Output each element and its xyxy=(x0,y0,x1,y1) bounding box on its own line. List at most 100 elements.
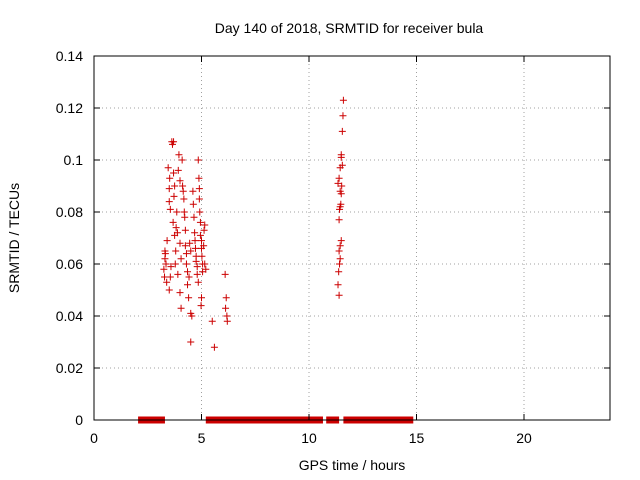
data-point xyxy=(189,187,197,195)
data-point xyxy=(173,229,181,237)
data-point xyxy=(176,289,184,297)
data-point xyxy=(181,213,189,221)
data-point xyxy=(194,278,202,286)
data-point xyxy=(335,216,343,224)
data-point xyxy=(191,229,199,237)
data-point xyxy=(181,242,189,250)
data-point xyxy=(188,312,196,320)
data-point xyxy=(184,281,192,289)
y-tick-label: 0.04 xyxy=(56,308,83,324)
data-point xyxy=(177,255,185,263)
data-point xyxy=(338,182,346,190)
data-point xyxy=(166,273,174,281)
data-point xyxy=(195,174,203,182)
y-tick-label: 0.02 xyxy=(56,360,83,376)
data-point xyxy=(162,260,170,268)
data-point xyxy=(197,302,205,310)
data-point xyxy=(334,281,342,289)
data-point xyxy=(223,317,231,325)
data-point xyxy=(160,265,168,273)
data-point xyxy=(167,263,175,271)
data-point xyxy=(335,247,343,255)
data-point xyxy=(201,221,209,229)
data-point xyxy=(186,239,194,247)
data-point xyxy=(196,218,204,226)
data-point xyxy=(176,239,184,247)
data-point xyxy=(171,182,179,190)
data-point xyxy=(192,257,200,265)
data-point xyxy=(334,179,342,187)
data-point xyxy=(201,260,209,268)
y-tick-label: 0.14 xyxy=(56,48,83,64)
data-point xyxy=(337,200,345,208)
data-point xyxy=(174,166,182,174)
data-point xyxy=(169,218,177,226)
x-tick-label: 20 xyxy=(516,430,532,446)
data-point xyxy=(189,200,197,208)
y-tick-label: 0 xyxy=(75,412,83,428)
data-point xyxy=(185,273,193,281)
data-point xyxy=(336,242,344,250)
data-point xyxy=(339,96,347,104)
data-point xyxy=(338,161,346,169)
x-tick-label: 0 xyxy=(90,430,98,446)
data-point xyxy=(191,244,199,252)
data-point xyxy=(336,255,344,263)
data-point xyxy=(195,185,203,193)
x-tick-label: 15 xyxy=(409,430,425,446)
data-point xyxy=(339,112,347,120)
data-point xyxy=(170,169,178,177)
data-point xyxy=(336,187,344,195)
data-point xyxy=(185,294,193,302)
data-point xyxy=(172,224,180,232)
data-point xyxy=(180,195,188,203)
data-point xyxy=(173,208,181,216)
y-tick-label: 0.12 xyxy=(56,100,83,116)
data-point xyxy=(210,343,218,351)
data-point xyxy=(208,317,216,325)
data-point xyxy=(187,247,195,255)
data-point xyxy=(193,263,201,271)
x-tick-label: 10 xyxy=(301,430,317,446)
data-point xyxy=(177,304,185,312)
data-point xyxy=(164,164,172,172)
grid xyxy=(94,56,610,420)
data-point xyxy=(335,291,343,299)
data-point xyxy=(165,286,173,294)
data-point xyxy=(190,213,198,221)
data-points xyxy=(160,96,347,351)
data-point xyxy=(222,304,230,312)
data-point xyxy=(176,177,184,185)
x-tick-label: 5 xyxy=(198,430,206,446)
x-axis-label: GPS time / hours xyxy=(299,457,406,473)
data-point xyxy=(198,294,205,302)
data-point xyxy=(161,247,169,255)
y-tick-label: 0.06 xyxy=(56,256,83,272)
data-point xyxy=(198,237,205,245)
data-point xyxy=(202,265,210,273)
data-point xyxy=(338,127,346,135)
data-point xyxy=(179,182,187,190)
data-point xyxy=(184,268,192,276)
data-point xyxy=(174,270,182,278)
data-point xyxy=(165,185,173,193)
data-point xyxy=(335,268,343,276)
data-point xyxy=(182,250,190,258)
data-point xyxy=(187,338,195,346)
y-tick-label: 0.08 xyxy=(56,204,83,220)
data-point xyxy=(166,205,174,213)
data-point xyxy=(335,174,343,182)
data-point xyxy=(196,208,204,216)
data-point xyxy=(194,156,202,164)
data-point xyxy=(191,237,199,245)
data-point xyxy=(178,156,186,164)
data-point xyxy=(336,260,344,268)
data-point xyxy=(200,226,208,234)
data-point xyxy=(172,247,180,255)
data-point xyxy=(337,151,345,159)
data-point xyxy=(165,198,173,206)
data-point xyxy=(195,195,203,203)
data-point xyxy=(170,192,178,200)
data-point xyxy=(170,138,178,146)
